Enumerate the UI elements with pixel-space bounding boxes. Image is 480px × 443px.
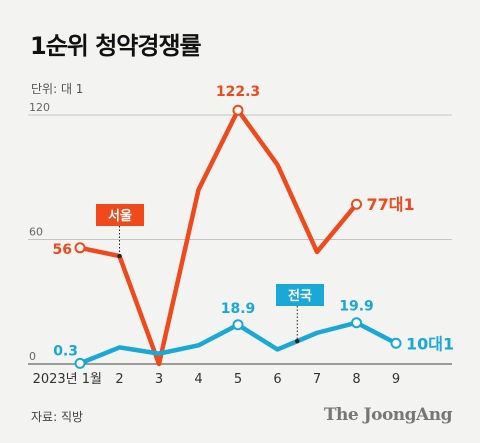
- point-marker: [232, 319, 244, 331]
- y-tick-label: 0: [29, 350, 36, 363]
- point-markers: [74, 104, 402, 369]
- x-tick-label: 4: [194, 372, 202, 387]
- point-marker: [74, 242, 86, 254]
- source-note: 자료: 직방: [31, 410, 84, 424]
- data-label: 19.9: [339, 299, 374, 315]
- data-label: 0.3: [53, 343, 78, 359]
- x-tick-labels: 2023년 1월 2 3 4 5 6 7 8 9: [33, 372, 401, 387]
- callout-dot: [295, 338, 300, 344]
- x-tick-label: 6: [273, 372, 281, 387]
- point-marker: [351, 198, 362, 210]
- x-tick-label: 3: [155, 372, 163, 387]
- callout-dot: [117, 253, 122, 259]
- point-marker: [232, 104, 244, 116]
- x-tick-label: 9: [392, 372, 400, 387]
- brand-logo: The JoongAng: [323, 405, 453, 425]
- series-label: 전국: [288, 288, 312, 304]
- data-label: 18.9: [221, 301, 256, 317]
- data-label: 10대1: [406, 334, 454, 353]
- data-label: 56: [53, 242, 72, 258]
- y-tick-labels: 0 60 120: [29, 101, 50, 363]
- x-tick-label: 7: [313, 372, 321, 387]
- point-marker: [390, 337, 402, 349]
- point-marker: [351, 317, 362, 329]
- page-title: 1순위 청약경쟁률: [30, 32, 202, 60]
- data-label: 77대1: [367, 195, 415, 214]
- point-marker: [74, 357, 86, 369]
- y-tick-label: 120: [29, 101, 50, 114]
- unit-label: 단위: 대 1: [31, 82, 84, 96]
- y-tick-label: 60: [29, 226, 43, 239]
- data-label: 122.3: [216, 84, 260, 100]
- x-tick-label: 2023년 1월: [33, 372, 102, 387]
- series-line-0: [77, 107, 359, 367]
- x-tick-label: 2: [115, 372, 123, 387]
- series-label-box: [96, 204, 144, 226]
- series-label-box: [276, 284, 324, 306]
- series-label: 서울: [108, 208, 132, 224]
- x-tick-label: 8: [352, 372, 360, 387]
- x-tick-label: 5: [234, 372, 242, 387]
- data-labels: 56 122.3 77대1 0.3 18.9 19.9 10대1: [53, 84, 455, 359]
